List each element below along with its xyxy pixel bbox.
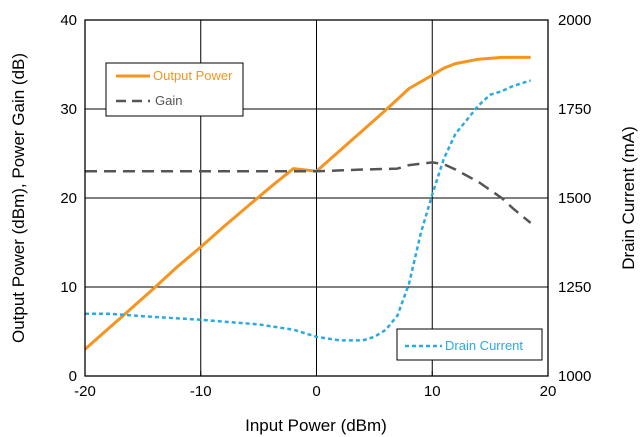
y-right-tick-label: 1500 xyxy=(558,190,591,207)
y-right-tick-label: 1000 xyxy=(558,368,591,385)
series-line-drain-current xyxy=(85,79,531,342)
y-left-tick-label: 30 xyxy=(60,101,77,118)
y-axis-right-title: Drain Current (mA) xyxy=(619,126,638,270)
x-tick-label: -10 xyxy=(190,383,212,400)
x-tick-label: 0 xyxy=(312,383,320,400)
legend-label-gain: Gain xyxy=(155,93,182,108)
y-right-tick-label: 1750 xyxy=(558,101,591,118)
legend-upper-left: Output Power Gain xyxy=(105,62,244,117)
y-right-tick-label: 2000 xyxy=(558,12,591,29)
x-tick-label: 20 xyxy=(540,383,557,400)
x-axis-title: Input Power (dBm) xyxy=(245,416,387,435)
series-lines xyxy=(84,55,532,351)
y-right-tick-label: 1250 xyxy=(558,279,591,296)
y-axis-left-title: Output Power (dBm), Power Gain (dB) xyxy=(9,53,28,343)
y-left-tick-label: 20 xyxy=(60,190,77,207)
series-line-gain xyxy=(85,161,532,224)
y-left-tick-label: 10 xyxy=(60,279,77,296)
y-left-tick-label: 40 xyxy=(60,12,77,29)
legend-lower-right: Drain Current xyxy=(396,328,543,361)
legend-box xyxy=(105,62,244,117)
y-left-tick-label: 0 xyxy=(69,368,77,385)
x-tick-label: -20 xyxy=(74,383,96,400)
legend-label-drain-current: Drain Current xyxy=(445,338,523,353)
axis-ticks: -20 -10 0 10 20 0 10 20 30 40 1000 1250 1500 1750 2000 xyxy=(60,12,591,400)
legend-label-output-power: Output Power xyxy=(153,68,233,83)
legend-box xyxy=(396,328,543,361)
x-tick-label: 10 xyxy=(424,383,441,400)
